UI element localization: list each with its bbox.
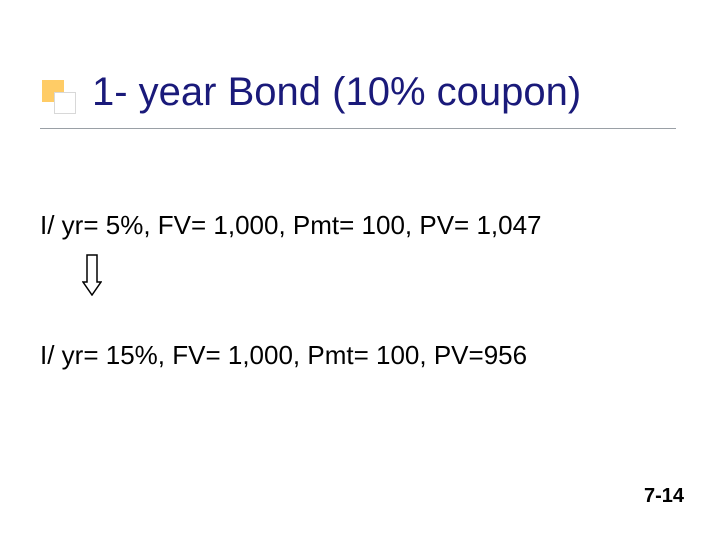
down-arrow-icon bbox=[82, 254, 102, 301]
slide: 1- year Bond (10% coupon) I/ yr= 5%, FV=… bbox=[0, 0, 720, 540]
body-line-1: I/ yr= 5%, FV= 1,000, Pmt= 100, PV= 1,04… bbox=[40, 210, 542, 241]
title-underline bbox=[40, 128, 676, 129]
title-bullet-inner bbox=[54, 92, 76, 114]
body-line-2: I/ yr= 15%, FV= 1,000, Pmt= 100, PV=956 bbox=[40, 340, 527, 371]
slide-number: 7-14 bbox=[644, 485, 684, 508]
slide-title: 1- year Bond (10% coupon) bbox=[92, 70, 581, 115]
